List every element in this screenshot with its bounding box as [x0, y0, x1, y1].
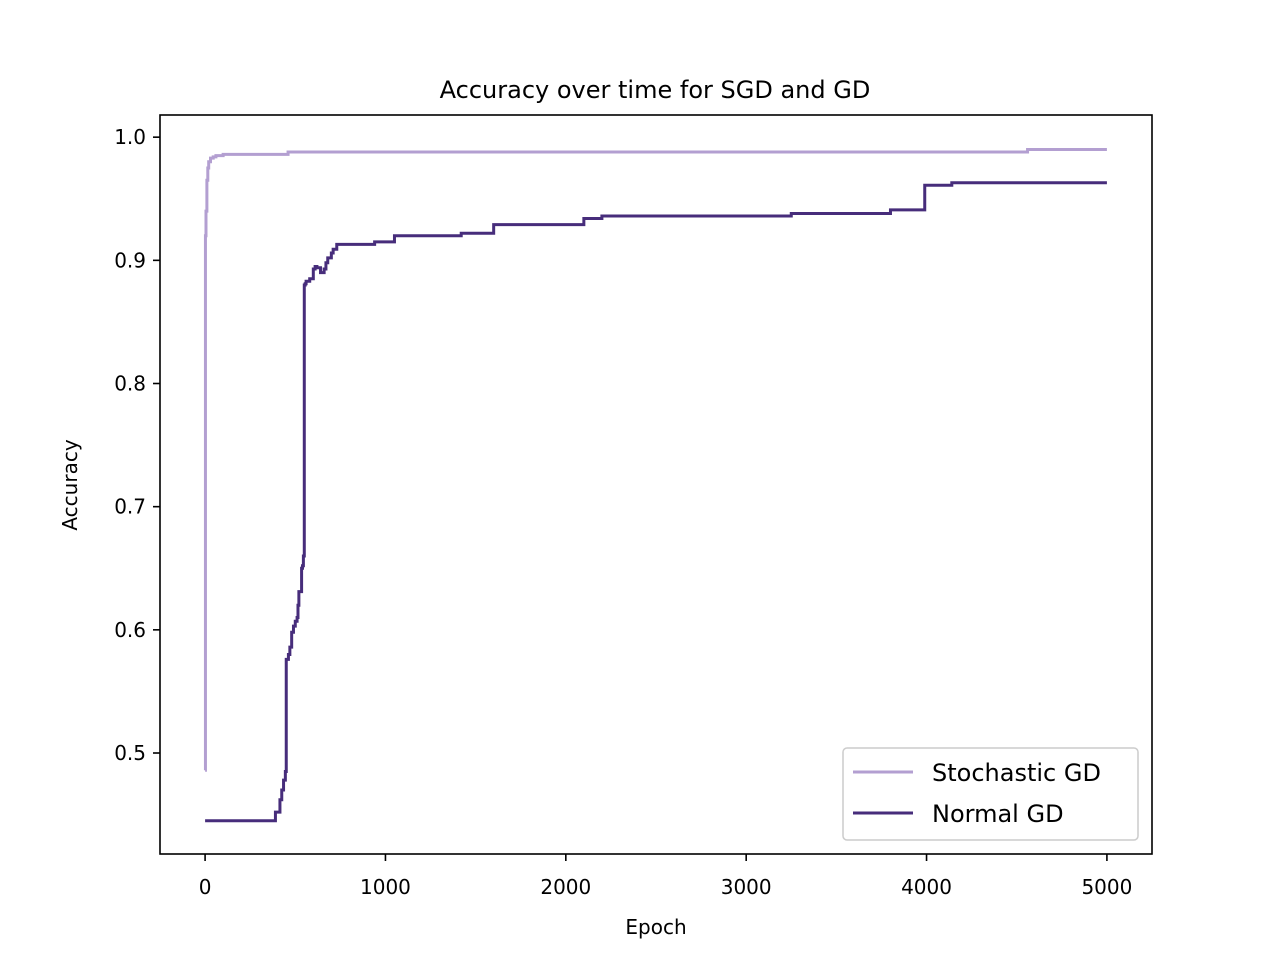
x-tick-label: 5000	[1081, 875, 1132, 899]
x-axis-ticks: 0 1000 2000 3000 4000 5000	[199, 854, 1132, 899]
series-line-stochastic-gd	[203, 147, 1107, 772]
x-tick-label: 3000	[721, 875, 772, 899]
y-axis-ticks: 0.5 0.6 0.7 0.8 0.9 1.0	[114, 125, 160, 765]
legend-label-stochastic-gd: Stochastic GD	[932, 759, 1101, 787]
y-tick-label: 1.0	[114, 125, 146, 149]
y-tick-label: 0.9	[114, 248, 146, 272]
y-axis-label: Accuracy	[58, 439, 82, 530]
plot-lines	[203, 147, 1107, 823]
x-tick-label: 2000	[540, 875, 591, 899]
axes-frame	[159, 114, 1153, 855]
series-line-normal-gd	[205, 181, 1107, 823]
y-tick-label: 0.5	[114, 741, 146, 765]
x-tick-label: 0	[199, 875, 212, 899]
legend-label-normal-gd: Normal GD	[932, 800, 1064, 828]
y-tick-label: 0.8	[114, 372, 146, 396]
chart-title: Accuracy over time for SGD and GD	[440, 76, 871, 104]
legend-box	[842, 747, 1139, 841]
y-tick-label: 0.7	[114, 495, 146, 519]
x-tick-label: 1000	[360, 875, 411, 899]
x-tick-label: 4000	[901, 875, 952, 899]
y-tick-label: 0.6	[114, 618, 146, 642]
legend: Stochastic GD Normal GD	[842, 747, 1139, 841]
x-axis-label: Epoch	[625, 915, 686, 939]
